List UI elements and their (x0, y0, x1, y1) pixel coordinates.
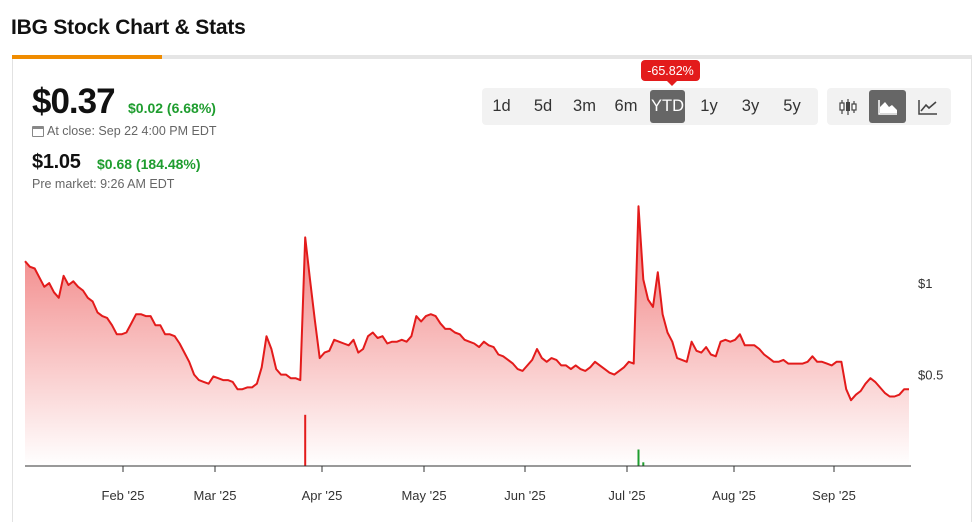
candlestick-icon (838, 98, 857, 115)
volume-bar-1 (637, 449, 640, 466)
range-button-3y[interactable]: 3y (741, 97, 760, 115)
y-tick-label-0: $1 (918, 276, 932, 291)
range-button-ytd[interactable]: YTD (650, 90, 685, 123)
candlestick-button[interactable] (829, 90, 866, 123)
close-label: At close: Sep 22 4:00 PM EDT (47, 124, 217, 138)
close-info: At close: Sep 22 4:00 PM EDT (32, 124, 217, 138)
range-button-1d[interactable]: 1d (492, 97, 511, 115)
x-tick-label-4: Jun '25 (504, 488, 546, 503)
current-price: $0.37 (32, 82, 116, 121)
premarket-change: $0.68 (184.48%) (97, 156, 201, 172)
range-selector: 1d 5d 3m 6m YTD 1y 3y 5y (482, 88, 818, 125)
range-button-5y[interactable]: 5y (783, 97, 801, 115)
range-button-1y[interactable]: 1y (700, 97, 718, 115)
x-tick-label-0: Feb '25 (102, 488, 145, 503)
range-button-6m[interactable]: 6m (614, 97, 638, 115)
price-change: $0.02 (6.68%) (128, 100, 216, 116)
y-tick-label-1: $0.5 (918, 368, 943, 383)
area-chart-icon (877, 99, 897, 115)
chart-card (12, 55, 972, 522)
ytd-change-badge: -65.82% (641, 60, 700, 86)
x-tick-label-1: Mar '25 (194, 488, 237, 503)
range-button-5d[interactable]: 5d (533, 97, 553, 115)
volume-bar-2 (642, 462, 645, 466)
line-chart-button[interactable] (909, 90, 946, 123)
card-accent-bar (12, 55, 162, 59)
page-title: IBG Stock Chart & Stats (11, 16, 246, 39)
x-tick-label-2: Apr '25 (302, 488, 343, 503)
premarket-label: Pre market: 9:26 AM EDT (32, 177, 175, 191)
range-button-3m[interactable]: 3m (573, 97, 596, 115)
price-area (25, 206, 909, 467)
line-chart-icon (917, 99, 937, 115)
calendar-icon (32, 125, 44, 137)
chart-type-selector (827, 88, 951, 125)
area-chart-button[interactable] (869, 90, 906, 123)
x-tick-label-3: May '25 (401, 488, 446, 503)
price-line (24, 205, 909, 402)
x-tick-label-5: Jul '25 (608, 488, 645, 503)
x-tick-label-6: Aug '25 (712, 488, 756, 503)
volume-bar-0 (304, 414, 307, 466)
premarket-price: $1.05 (32, 151, 81, 173)
x-tick-label-7: Sep '25 (812, 488, 856, 503)
